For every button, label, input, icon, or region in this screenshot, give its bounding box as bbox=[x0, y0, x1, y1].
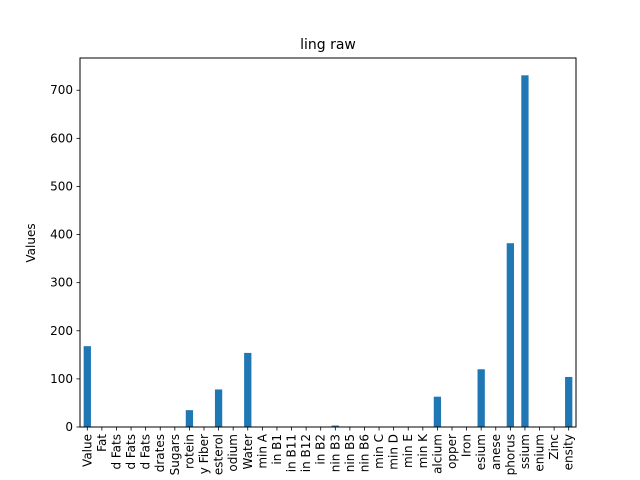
x-tick-label: anese bbox=[489, 434, 503, 470]
y-axis-label: Values bbox=[24, 223, 38, 262]
x-tick-label: nin B6 bbox=[357, 434, 371, 472]
x-tick-label: nin B5 bbox=[343, 434, 357, 472]
bar bbox=[433, 396, 442, 427]
x-tick-label: in B1 bbox=[270, 434, 284, 465]
x-tick-label: opper bbox=[445, 434, 459, 469]
x-tick-label: drates bbox=[153, 434, 167, 472]
bar bbox=[477, 369, 485, 427]
x-tick-label: d Fats bbox=[124, 434, 138, 470]
bar bbox=[244, 352, 252, 427]
bar bbox=[185, 410, 194, 427]
x-tick-label: in B11 bbox=[285, 434, 299, 472]
x-tick-label: Zinc bbox=[547, 434, 561, 460]
plot-frame bbox=[79, 57, 577, 428]
x-tick-label: ssium bbox=[518, 434, 532, 469]
x-tick-label: nin B3 bbox=[328, 434, 342, 472]
y-tick-label: 600 bbox=[50, 131, 73, 145]
x-tick-label: Fat bbox=[95, 434, 109, 452]
y-tick-label: 500 bbox=[50, 179, 73, 193]
x-tick-label: min E bbox=[401, 434, 415, 468]
x-tick-label: d Fats bbox=[109, 434, 123, 470]
x-tick-label: rotein bbox=[182, 434, 196, 469]
x-tick-label: phorus bbox=[503, 434, 517, 475]
x-tick-label: min A bbox=[255, 433, 269, 468]
x-tick-label: min D bbox=[387, 434, 401, 470]
x-tick-label: ensity bbox=[562, 434, 576, 470]
x-tick-label: enium bbox=[533, 434, 547, 472]
bar bbox=[331, 425, 339, 427]
x-tick-label: d Fats bbox=[139, 434, 153, 470]
y-tick-label: 0 bbox=[65, 420, 73, 434]
bars-group bbox=[83, 75, 573, 427]
y-tick-label: 700 bbox=[50, 83, 73, 97]
x-axis: Value Fat d Fats d Fats d Fats drates Sugars ro… bbox=[80, 427, 576, 475]
x-tick-label: Value bbox=[80, 434, 94, 467]
x-tick-label: min K bbox=[416, 433, 430, 468]
bar bbox=[83, 346, 91, 427]
x-tick-label: esium bbox=[474, 434, 488, 470]
x-tick-label: y Fiber bbox=[197, 434, 211, 474]
y-tick-label: 200 bbox=[50, 324, 73, 338]
x-tick-label: alcium bbox=[430, 434, 444, 474]
bar bbox=[565, 376, 573, 427]
x-tick-label: esterol bbox=[212, 434, 226, 475]
chart-title: ling raw bbox=[300, 37, 356, 53]
x-tick-label: Water bbox=[241, 434, 255, 470]
bar bbox=[214, 389, 223, 427]
y-tick-label: 100 bbox=[50, 372, 73, 386]
bar bbox=[521, 75, 529, 427]
x-tick-label: odium bbox=[226, 434, 240, 472]
x-tick-label: in B12 bbox=[299, 434, 313, 472]
x-tick-label: Sugars bbox=[168, 434, 182, 475]
y-tick-label: 400 bbox=[50, 228, 73, 242]
y-tick-label: 300 bbox=[50, 276, 73, 290]
x-tick-label: min C bbox=[372, 434, 386, 469]
bar bbox=[506, 243, 514, 427]
y-axis: 0 100 200 300 400 500 600 700 bbox=[50, 83, 80, 434]
x-tick-label: Iron bbox=[460, 434, 474, 457]
x-tick-label: in B2 bbox=[314, 434, 328, 465]
